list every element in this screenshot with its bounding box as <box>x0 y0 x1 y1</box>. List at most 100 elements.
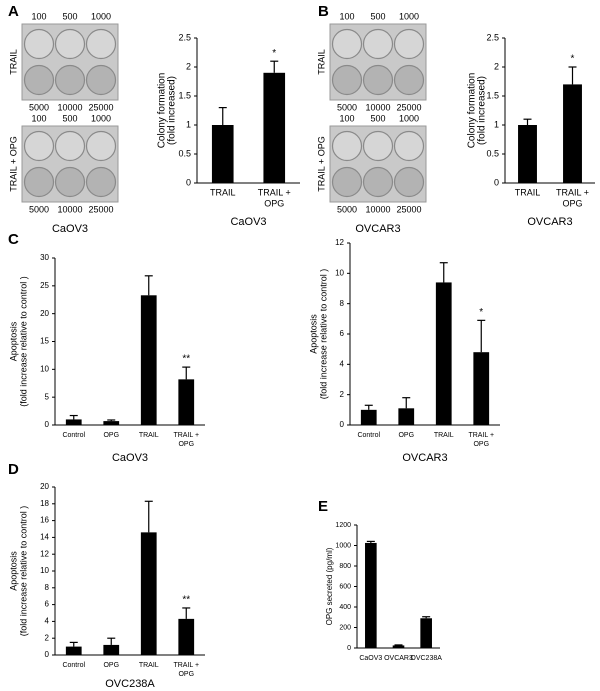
well <box>331 64 363 96</box>
significance: * <box>479 307 483 318</box>
well <box>23 28 55 60</box>
y-tick-label: 2 <box>494 61 499 71</box>
x-tick-label: Control <box>62 662 85 669</box>
well <box>54 64 86 96</box>
y-tick-label: 2.5 <box>486 32 499 42</box>
y-tick-label: 2 <box>340 390 345 399</box>
plate-bottom-label: 25000 <box>396 204 421 214</box>
well <box>331 130 363 162</box>
bar <box>392 645 405 648</box>
bar <box>518 125 537 183</box>
y-tick-label: 1000 <box>335 542 351 549</box>
plate-top-label: 1000 <box>91 11 111 21</box>
well <box>331 28 363 60</box>
x-tick-label: TRAIL + <box>468 432 494 439</box>
x-tick-label: OVCAR3 <box>384 655 413 662</box>
y-tick-label: 1.5 <box>486 90 499 100</box>
y-tick-label: 10 <box>335 268 344 277</box>
plate-top-label: 1000 <box>91 113 111 123</box>
well <box>393 64 425 96</box>
plate-top-label: 1000 <box>399 113 419 123</box>
well <box>393 166 425 198</box>
x-tick-label: TRAIL + <box>258 187 291 197</box>
plate-bottom-label: 10000 <box>57 204 82 214</box>
plate-bottom-label: 5000 <box>29 102 49 112</box>
plate-bottom-label: 10000 <box>365 102 390 112</box>
y-tick-label: 14 <box>40 533 49 542</box>
well <box>54 130 86 162</box>
well <box>23 130 55 162</box>
well <box>85 166 117 198</box>
y-tick-label: 0 <box>340 420 345 429</box>
y-tick-label: 16 <box>40 516 49 525</box>
x-tick-label: TRAIL + <box>556 187 589 197</box>
well <box>23 166 55 198</box>
bar <box>178 379 195 425</box>
y-tick-label: 0.5 <box>178 148 191 158</box>
x-tick-label: TRAIL + <box>173 432 199 439</box>
panel-label: C <box>8 231 19 248</box>
y-tick-label: 20 <box>40 482 49 491</box>
chart-caption: CaOV3 <box>230 216 266 228</box>
y-tick-label: 10 <box>40 364 49 373</box>
y-tick-label: 0.5 <box>486 148 499 158</box>
plate-top-label: 500 <box>370 113 385 123</box>
chart-caption: CaOV3 <box>112 452 148 464</box>
plate-top-label: 100 <box>31 113 46 123</box>
y-tick-label: 20 <box>40 309 49 318</box>
bar <box>65 419 82 425</box>
x-tick-label: OPG <box>178 441 194 448</box>
y-tick-label: 600 <box>339 583 351 590</box>
y-tick-label: 2.5 <box>178 32 191 42</box>
well <box>362 130 394 162</box>
y-axis-label: Colony formation <box>157 73 168 149</box>
plate-side-label: TRAIL + OPG <box>8 136 18 191</box>
significance: * <box>571 54 575 65</box>
y-axis-label: (fold increased) <box>167 76 178 145</box>
panel-label: A <box>8 3 19 20</box>
bar <box>140 532 157 655</box>
y-axis-label: (fold increase relative to control ) <box>18 506 28 637</box>
y-tick-label: 1 <box>186 119 191 129</box>
y-tick-label: 18 <box>40 499 49 508</box>
y-axis-label: Apoptosis <box>8 551 18 591</box>
plate-side-label: TRAIL + OPG <box>316 136 326 191</box>
y-tick-label: 8 <box>45 583 50 592</box>
x-tick-label: TRAIL <box>434 432 454 439</box>
y-tick-label: 15 <box>40 337 49 346</box>
x-tick-label: CaOV3 <box>359 655 382 662</box>
bar <box>398 408 415 425</box>
y-axis-label: OPG secreted (pg/ml) <box>325 547 334 625</box>
well <box>393 130 425 162</box>
well <box>331 166 363 198</box>
x-tick-label: OPG <box>178 671 194 678</box>
bar <box>65 646 82 655</box>
x-tick-label: TRAIL <box>515 187 541 197</box>
y-tick-label: 1 <box>494 119 499 129</box>
bar <box>103 644 120 655</box>
x-tick-label: OVC238A <box>410 655 442 662</box>
well <box>393 28 425 60</box>
plate-top-label: 100 <box>339 11 354 21</box>
y-tick-label: 12 <box>40 549 49 558</box>
plate-bottom-label: 25000 <box>88 102 113 112</box>
well <box>85 64 117 96</box>
well <box>54 166 86 198</box>
plate-bottom-label: 25000 <box>396 102 421 112</box>
x-tick-label: OPG <box>473 441 489 448</box>
y-tick-label: 8 <box>340 299 345 308</box>
bar <box>178 618 195 655</box>
plate-bottom-label: 10000 <box>365 204 390 214</box>
bar <box>360 409 377 425</box>
panel-label: E <box>318 498 328 515</box>
y-tick-label: 1200 <box>335 522 351 529</box>
y-axis-label: (fold increase relative to control ) <box>18 276 28 407</box>
y-tick-label: 6 <box>340 329 345 338</box>
plate-bottom-label: 5000 <box>337 102 357 112</box>
x-tick-label: OPG <box>103 432 119 439</box>
bar <box>263 72 286 183</box>
significance: ** <box>182 354 190 365</box>
x-tick-label: OPG <box>398 432 414 439</box>
y-tick-label: 6 <box>45 600 50 609</box>
